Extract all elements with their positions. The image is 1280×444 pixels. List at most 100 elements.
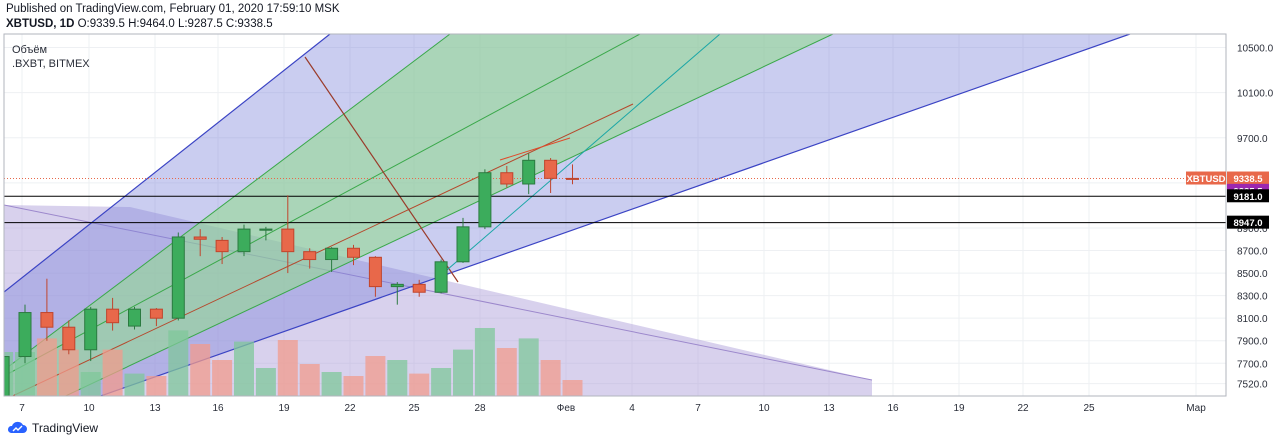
volume-bar	[496, 348, 517, 396]
x-tick-label: 10	[83, 403, 95, 414]
volume-bar	[146, 376, 167, 396]
green-channel-top	[4, 34, 451, 371]
volume-bar	[431, 368, 452, 396]
y-tick-label: 8700.0	[1237, 247, 1268, 258]
candle-body	[237, 228, 251, 253]
volume-bar	[190, 344, 211, 396]
candle-body	[171, 236, 185, 319]
x-tick-label: 19	[278, 403, 290, 414]
trend-line-teal	[439, 34, 721, 277]
candle-body	[412, 283, 426, 293]
volume-bar	[540, 360, 561, 396]
price-label-text: XBTUSD	[1186, 174, 1225, 185]
x-tick-label: 22	[1017, 403, 1029, 414]
candle-body	[303, 251, 317, 261]
x-tick-label: 28	[474, 403, 486, 414]
blue-channel	[4, 34, 1130, 396]
trend-line-red	[499, 137, 571, 161]
price-label-box	[1227, 189, 1269, 203]
volume-bar	[277, 340, 298, 396]
volume-bar	[365, 356, 386, 396]
y-tick-label: 9700.0	[1237, 134, 1268, 145]
volume-bar	[15, 352, 35, 396]
volume-bar	[343, 376, 364, 396]
y-tick-label: 8100.0	[1237, 314, 1268, 325]
volume-legend: Объём .BXBT, BITMEX	[12, 43, 90, 71]
candle-body	[522, 159, 536, 185]
trend-line-brown	[304, 56, 459, 283]
volume-bar	[518, 338, 539, 396]
green-channel	[4, 34, 833, 396]
x-tick-label: 25	[1083, 403, 1095, 414]
candle-body	[106, 308, 120, 324]
symbol-interval: XBTUSD, 1D	[6, 18, 75, 30]
ohlc-values: O:9339.5 H:9464.0 L:9287.5 C:9338.5	[77, 18, 273, 30]
candle-body	[4, 356, 10, 396]
volume-bar	[102, 349, 123, 396]
candle-body	[62, 326, 76, 351]
plot-area	[4, 34, 1226, 396]
volume-bar	[212, 360, 233, 396]
volume-bar	[234, 341, 254, 396]
candle-body	[18, 312, 32, 358]
candle-body	[259, 228, 273, 231]
x-tick-label: 10	[758, 403, 770, 414]
candle-body	[390, 283, 404, 288]
price-label-text: 8947.0	[1233, 218, 1262, 229]
x-tick-label: 7	[695, 403, 701, 414]
candle-body	[128, 308, 141, 327]
candle-body	[347, 247, 360, 258]
price-label-text: 9181.0	[1233, 192, 1262, 203]
volume-bar	[255, 368, 276, 396]
y-tick-label: 7520.0	[1237, 380, 1268, 391]
volume-bar	[321, 372, 342, 396]
candle-body	[566, 177, 579, 180]
x-tick-label: 13	[149, 403, 161, 414]
tradingview-footer: TradingView	[6, 421, 98, 435]
volume-bar	[409, 373, 430, 396]
plot-border	[3, 33, 1227, 397]
y-tick-label: 8300.0	[1237, 292, 1268, 303]
volume-bar	[562, 380, 583, 396]
x-tick-label: 13	[823, 403, 835, 414]
published-caption: Published on TradingView.com, February 0…	[6, 3, 340, 15]
price-label-box	[1227, 215, 1269, 229]
candle-body	[434, 261, 448, 293]
y-tick-label: 7700.0	[1237, 359, 1268, 370]
green-channel-bottom	[64, 34, 834, 396]
x-tick-label: 16	[212, 403, 224, 414]
x-tick-label: 4	[629, 403, 635, 414]
candle-body	[40, 312, 54, 328]
y-tick-label: 10100.0	[1237, 89, 1274, 100]
volume-bar	[168, 330, 189, 396]
tradingview-brand: TradingView	[32, 421, 99, 435]
symbol-ohlc-header: XBTUSD, 1D O:9339.5 H:9464.0 L:9287.5 C:…	[6, 18, 273, 30]
candle-body	[325, 247, 339, 261]
volume-bar	[299, 364, 320, 396]
candle-body	[478, 172, 492, 228]
volume-bar	[453, 349, 473, 396]
x-tick-label: 19	[953, 403, 965, 414]
y-tick-label: 7900.0	[1237, 337, 1268, 348]
tradingview-logo-icon	[7, 421, 27, 433]
blue-channel-top	[4, 34, 331, 293]
y-tick-label: 8900.0	[1237, 224, 1268, 235]
y-tick-label: 8500.0	[1237, 269, 1268, 280]
volume-bar	[36, 338, 57, 396]
candle-body	[456, 226, 470, 263]
x-tick-label: 7	[19, 403, 25, 414]
volume-legend-title: Объём	[12, 44, 48, 56]
candle-body	[368, 256, 382, 288]
x-tick-label: Мар	[1186, 403, 1206, 414]
x-tick-label: Фев	[557, 403, 575, 414]
price-label-box	[1186, 171, 1226, 185]
y-tick-label: 10500.0	[1237, 44, 1274, 55]
volume-bar	[124, 373, 145, 396]
candle-body	[544, 159, 558, 179]
candle-body	[193, 236, 207, 240]
candle-body	[215, 239, 229, 253]
x-tick-label: 25	[408, 403, 420, 414]
volume-bar	[80, 372, 101, 396]
candle-body	[281, 228, 295, 253]
